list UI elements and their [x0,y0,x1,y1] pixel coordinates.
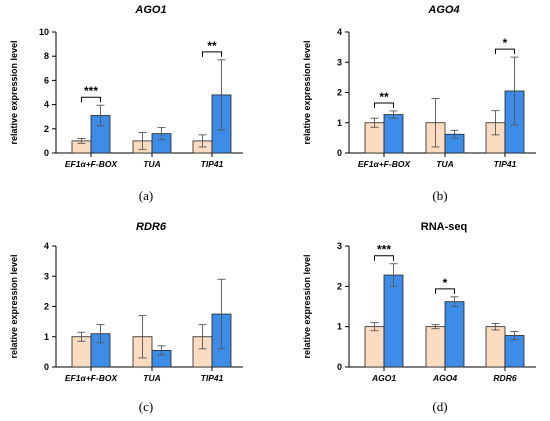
y-tick-label: 3 [337,241,342,251]
y-tick-label: 1 [337,322,342,332]
panel-caption: (b) [432,188,447,203]
chart-title: RNA-seq [421,221,467,233]
significance-label: * [443,276,448,290]
significance-bracket [435,288,455,294]
significance-bracket [374,255,394,261]
x-tick-label: TIP41 [201,159,224,169]
significance-bracket [81,96,101,103]
y-tick-label: 4 [44,100,49,110]
y-axis-label: relative expression level [302,254,312,358]
x-tick-label: EF1α+F-BOX [65,373,119,383]
y-tick-label: 0 [337,148,342,158]
significance-label: * [503,36,508,50]
y-tick-label: 2 [337,88,342,98]
bar [383,274,404,368]
y-tick-label: 8 [44,51,49,61]
x-tick-label: TUA [143,373,160,383]
chart-panel-2: AGO4 relative expression level 0 1 2 3 4 EF1α+F… [302,4,536,203]
significance-bracket [374,102,394,108]
y-tick-label: 2 [44,124,49,134]
chart-panel-1: AGO1 relative expression level 0 2 4 6 8 10 EF1α… [9,4,243,203]
y-axis-label: relative expression level [302,40,312,144]
panel-caption: (a) [139,188,153,203]
y-tick-label: 3 [337,57,342,67]
chart-title: RDR6 [136,221,167,233]
x-tick-label: TIP41 [201,373,224,383]
x-tick-label: TUA [436,159,453,169]
y-tick-label: 10 [39,27,49,37]
significance-label: *** [84,84,98,98]
bar [444,301,465,368]
y-axis-label: relative expression level [9,254,19,358]
chart-panel-4: RNA-seq relative expression level 0 1 2 3 AGO1… [302,221,536,414]
bar [364,326,385,368]
bar [485,326,506,368]
panel-caption: (d) [432,399,447,414]
chart-title: AGO4 [427,4,459,16]
y-tick-label: 2 [44,302,49,312]
panel-caption: (c) [139,399,153,414]
y-tick-label: 1 [44,332,49,342]
bar [504,335,525,368]
y-tick-label: 2 [337,281,342,291]
y-tick-label: 0 [44,362,49,372]
chart-title: AGO1 [134,4,166,16]
x-tick-label: TIP41 [494,159,517,169]
significance-label: ** [207,39,217,53]
significance-label: ** [379,90,389,104]
y-tick-label: 4 [337,27,342,37]
bar [425,326,446,368]
x-tick-label: TUA [143,159,160,169]
x-tick-label: AGO1 [371,373,396,383]
significance-label: *** [377,243,391,257]
x-tick-label: EF1α+F-BOX [358,159,412,169]
x-tick-label: AGO4 [432,373,457,383]
y-tick-label: 6 [44,75,49,85]
chart-panel-3: RDR6 relative expression level 0 1 2 3 4 EF1α+F… [9,221,243,414]
y-tick-label: 3 [44,271,49,281]
y-tick-label: 1 [337,118,342,128]
x-tick-label: EF1α+F-BOX [65,159,119,169]
y-axis-label: relative expression level [9,40,19,144]
y-tick-label: 4 [44,241,49,251]
y-tick-label: 0 [337,362,342,372]
significance-bracket [202,51,222,57]
x-tick-label: RDR6 [493,373,516,383]
significance-bracket [495,48,515,55]
bar [383,114,404,154]
y-tick-label: 0 [44,148,49,158]
